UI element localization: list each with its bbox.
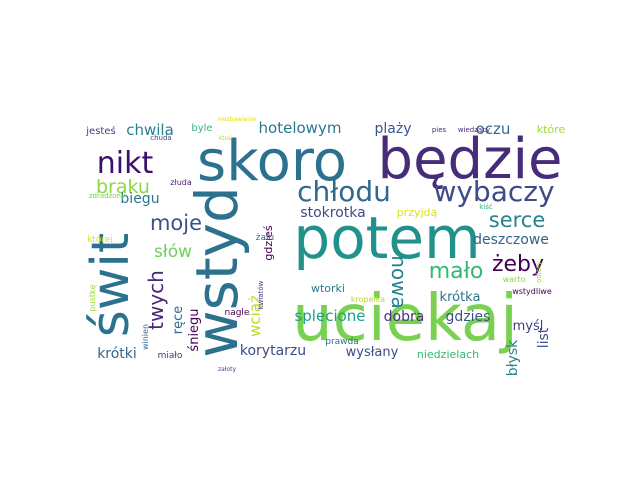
word-wiedzacy: wiedzący [458, 126, 490, 134]
word-kropelka: kropelka [351, 295, 385, 304]
word-gdzies-1: gdzies [446, 309, 491, 325]
word-przyjda: przyjdą [397, 206, 438, 219]
word-prawda: prawda [325, 337, 359, 347]
word-jestes: jesteś [85, 125, 115, 137]
word-deszczowe: deszczowe [473, 232, 549, 248]
word-braku: braku [96, 176, 150, 198]
word-ktorej: której [87, 234, 113, 245]
word-wstydliwe: wstydliwe [512, 287, 552, 296]
word-zalu: żalu [256, 233, 274, 243]
word-kisc: kiść [479, 203, 493, 211]
word-zaloty: załoty [218, 366, 237, 373]
word-winien: winien [141, 324, 150, 350]
word-mialo: miało [158, 351, 183, 361]
word-zluda: złuda [170, 178, 192, 187]
word-krotki: krótki [97, 346, 137, 362]
word-ktos: ktoś [219, 135, 232, 142]
word-uciekaj: uciekaj [292, 282, 518, 356]
word-nagle: nagle [225, 308, 250, 318]
word-kwiatow: kwiatów [257, 280, 265, 309]
word-rece: ręce [171, 306, 186, 335]
word-krotka: krótka [440, 290, 481, 305]
word-zeby: żeby [492, 252, 544, 277]
word-warto: warto [503, 275, 526, 284]
word-niedzielach: niedzielach [417, 348, 479, 361]
word-dobra: dobra [384, 309, 425, 325]
word-sniegu: śniegu [187, 308, 202, 351]
word-list: list [536, 327, 552, 348]
word-pustke: pustkę [88, 284, 97, 311]
word-chlodu: chłodu [297, 175, 391, 208]
word-serce: serce [489, 208, 546, 232]
word-wybaczy: wybaczy [433, 175, 554, 208]
word-nowa: nowa [387, 255, 411, 309]
word-malo: mało [429, 259, 484, 284]
word-biegu: biegu [120, 191, 159, 207]
word-hotelowym: hotelowym [259, 119, 342, 137]
word-blysk: błysk [505, 339, 521, 376]
word-wciaz: wciąż [246, 295, 264, 337]
word-potem: potem [293, 204, 480, 272]
word-byle: byle [191, 123, 212, 134]
word-ktore: które [537, 123, 566, 136]
word-slow: słów [154, 242, 192, 262]
word-gdzies-2: gdzieś [262, 225, 275, 261]
word-swit: świt [81, 233, 141, 337]
word-wyslany: wysłany [346, 345, 399, 360]
word-chwila: chwila [126, 121, 174, 139]
word-skoro: skoro [197, 129, 347, 194]
word-pies: pies [432, 126, 447, 134]
word-splecione: splecione [294, 307, 365, 325]
word-zdradzony: zdradzony [89, 192, 125, 200]
word-niezbawienie: niezbawienie [217, 116, 257, 123]
word-wstyd: wstyd [183, 186, 251, 358]
word-wtorki: wtorki [311, 282, 345, 295]
word-twych: twych [144, 270, 168, 330]
word-chuda: chuda [150, 134, 171, 142]
word-stokrotka: stokrotka [300, 205, 365, 221]
word-odloty: odloty [535, 261, 543, 283]
word-plazy: plaży [375, 121, 412, 137]
word-bedzie: będzie [378, 127, 563, 192]
word-mysl: myśl [513, 319, 544, 334]
word-korytarzu: korytarzu [240, 343, 306, 359]
word-moje: moje [150, 211, 202, 235]
word-nikt: nikt [97, 146, 154, 181]
word-oczu: oczu [476, 120, 511, 138]
